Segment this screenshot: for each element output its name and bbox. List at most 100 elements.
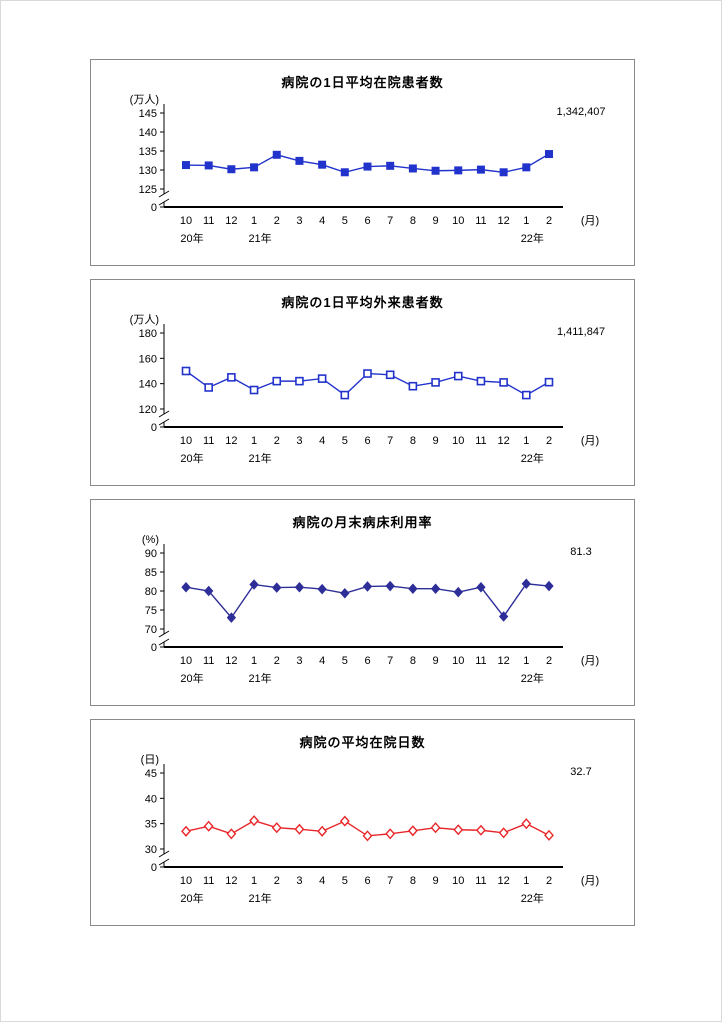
x-tick-label: 12: [498, 215, 510, 227]
y-tick-label: 160: [139, 353, 157, 365]
chart-panel-outpatients: 病院の1日平均外来患者数 180 160 140 120 0 (万人) 10 11 12 1 2 3 4…: [90, 279, 635, 486]
y-tick-label: 30: [145, 844, 157, 856]
x-tick-label: 11: [203, 215, 214, 227]
x-tick-label: 4: [319, 215, 325, 227]
y-axis: 45 40 35 30 0: [145, 764, 170, 874]
data-point-marker: [544, 580, 554, 592]
y-axis-unit-label: (日): [141, 754, 159, 766]
x-tick-label: 6: [364, 875, 370, 887]
axis-break-mark: [158, 630, 170, 638]
x-tick-label: 12: [225, 215, 237, 227]
y-tick-label: 80: [145, 586, 157, 598]
x-tick-label: 11: [475, 215, 486, 227]
data-point-marker: [453, 586, 463, 598]
x-tick-label: 1: [251, 215, 257, 227]
axis-break-mark: [158, 190, 170, 198]
x-tick-label: 12: [225, 875, 237, 887]
data-point-marker: [182, 161, 190, 170]
x-tick-label: 10: [452, 875, 464, 887]
chart-title-outpatients: 病院の1日平均外来患者数: [281, 295, 444, 310]
x-tick-label: 8: [410, 435, 416, 447]
y-axis-unit-label: (万人): [130, 93, 159, 106]
x-tick-label: 11: [475, 435, 486, 447]
data-point-marker: [521, 818, 532, 830]
y-zero-label: 0: [151, 202, 157, 214]
data-point-marker: [522, 390, 531, 400]
x-tick-label: 2: [546, 215, 552, 227]
data-point-marker: [385, 370, 395, 380]
x-tick-label: 11: [203, 875, 214, 887]
data-point-marker: [544, 829, 554, 841]
x-tick-label: 10: [452, 655, 464, 667]
x-tick-label: 7: [387, 655, 393, 667]
data-point-marker: [271, 822, 282, 834]
x-tick-label: 11: [203, 655, 214, 667]
x-tick-label: 3: [296, 875, 302, 887]
y-tick-label: 125: [139, 184, 157, 196]
x-tick-label: 10: [180, 875, 192, 887]
y-tick-label: 90: [145, 548, 157, 560]
x-tick-label: 2: [546, 435, 552, 447]
x-tick-label: 6: [364, 215, 370, 227]
data-point-marker: [431, 378, 440, 387]
x-tick-label: 10: [452, 215, 464, 227]
y-axis-unit-label: (万人): [130, 313, 159, 326]
x-tick-label: 9: [433, 875, 439, 887]
y-tick-label: 70: [145, 624, 157, 636]
y-tick-label: 140: [139, 379, 157, 391]
chart-panel-length-of-stay: 病院の平均在院日数 45 40 35 30 0 (日) 10 11 12 1 2 3 4 5 6 7 8 9 10 1…: [90, 719, 635, 926]
data-point-marker: [476, 824, 486, 836]
y-tick-label: 140: [139, 127, 157, 139]
data-point-marker: [340, 390, 350, 400]
x-tick-label: 10: [180, 435, 192, 447]
x-tick-label: 7: [387, 215, 393, 227]
data-point-marker: [431, 166, 440, 175]
data-point-marker: [476, 376, 486, 386]
data-point-marker: [476, 581, 486, 593]
x-tick-label: 4: [319, 435, 325, 447]
x-tick-label: 12: [225, 655, 237, 667]
x-tick-label: 1: [523, 875, 529, 887]
data-point-marker: [545, 150, 553, 159]
chart-title-inpatients: 病院の1日平均在院患者数: [281, 75, 444, 90]
data-point-marker: [294, 823, 305, 835]
y-tick-label: 45: [145, 768, 157, 780]
data-point-marker: [340, 588, 350, 599]
y-tick-label: 40: [145, 793, 157, 805]
data-point-marker: [408, 381, 418, 391]
data-point-marker: [544, 377, 554, 387]
x-tick-label: 10: [180, 215, 192, 227]
data-point-marker: [272, 582, 282, 593]
y-zero-label: 0: [151, 862, 157, 874]
chart-panel-bed-occupancy: 病院の月末病床利用率 90 85 80 75 70 0 (%) 10 11 12 1 2 3 4 5 6 7 8 9…: [90, 499, 635, 706]
y-axis: 145 140 135 130 125 0: [139, 104, 170, 214]
data-point-marker: [317, 374, 327, 383]
data-point-marker: [385, 580, 395, 592]
year-label: 22年: [521, 231, 544, 245]
x-tick-label: 10: [180, 655, 192, 667]
data-point-marker: [181, 825, 191, 837]
data-point-marker: [249, 579, 259, 590]
data-point-marker: [340, 168, 349, 177]
data-point-marker: [498, 827, 509, 839]
year-label: 22年: [521, 671, 544, 685]
year-label: 21年: [248, 671, 271, 685]
x-tick-label: 8: [410, 215, 416, 227]
data-point-marker: [204, 383, 213, 392]
data-point-marker: [318, 160, 327, 169]
axis-break-mark: [158, 418, 170, 426]
x-tick-label: 2: [274, 435, 280, 447]
series-markers: [181, 366, 554, 400]
year-label: 21年: [248, 451, 271, 465]
x-tick-label: 2: [274, 215, 280, 227]
data-point-marker: [385, 828, 396, 840]
x-tick-label: 1: [251, 655, 257, 667]
y-zero-label: 0: [151, 422, 157, 434]
x-axis: 10 11 12 1 2 3 4 5 6 7 8 9 10 11 12 1 2 (月)20年 21年 22年: [164, 206, 599, 245]
x-tick-label: 5: [342, 875, 348, 887]
data-point-marker: [408, 583, 418, 594]
data-point-marker: [476, 165, 485, 174]
year-label: 20年: [180, 231, 203, 245]
x-axis-unit-label: (月): [581, 875, 599, 887]
x-tick-label: 11: [203, 435, 214, 447]
